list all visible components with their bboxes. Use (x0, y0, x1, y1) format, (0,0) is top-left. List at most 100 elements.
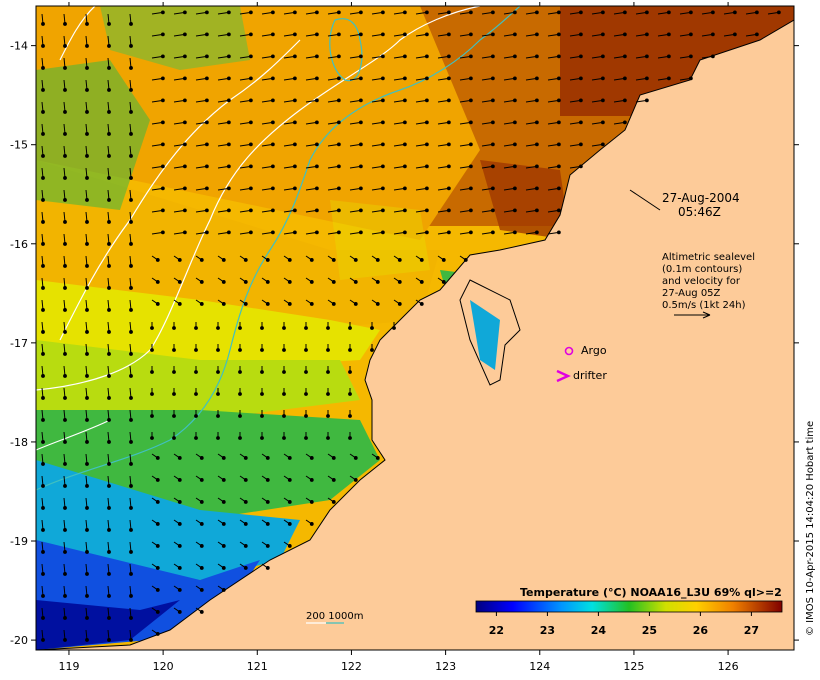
velocity-vector-head (534, 76, 539, 81)
velocity-vector-head (85, 440, 89, 444)
velocity-vector-head (221, 258, 226, 262)
velocity-vector-head (419, 258, 424, 262)
velocity-vector-head (107, 220, 111, 224)
velocity-vector-head (424, 76, 429, 81)
velocity-vector-head (199, 500, 204, 504)
x-axis: 119 120 121 122 123 124 125 126 (58, 2, 739, 673)
velocity-vector-head (199, 610, 204, 614)
velocity-vector-head (358, 120, 363, 125)
velocity-vector-head (644, 10, 649, 15)
velocity-vector-head (358, 186, 363, 191)
velocity-vector-head (600, 32, 605, 37)
scale-vector (674, 311, 711, 319)
velocity-vector-head (397, 258, 402, 262)
velocity-vector-head (260, 326, 264, 330)
velocity-vector-head (107, 154, 111, 158)
velocity-vector-head (160, 186, 165, 191)
velocity-vector-head (600, 76, 605, 81)
velocity-vector-head (468, 186, 473, 191)
velocity-vector-head (402, 186, 407, 191)
velocity-vector-head (309, 500, 314, 504)
velocity-vector-head (41, 440, 45, 444)
velocity-vector-head (182, 76, 187, 81)
velocity-vector-head (358, 208, 363, 213)
velocity-vector-head (41, 110, 45, 114)
velocity-vector-head (490, 32, 495, 37)
velocity-vector-head (424, 32, 429, 37)
velocity-vector-head (292, 164, 297, 169)
argo-label: Argo (581, 344, 607, 357)
velocity-vector-head (63, 418, 67, 422)
velocity-vector-head (270, 164, 275, 169)
velocity-vector-head (41, 66, 45, 70)
velocity-vector-head (353, 280, 358, 284)
velocity-vector-head (177, 500, 182, 504)
velocity-vector-head (41, 220, 45, 224)
velocity-vector-head (63, 22, 67, 26)
velocity-vector-head (85, 594, 89, 598)
velocity-vector-head (490, 76, 495, 81)
velocity-vector-head (160, 76, 165, 81)
velocity-vector-head (265, 544, 270, 548)
velocity-vector-head (265, 302, 270, 306)
velocity-vector-head (107, 594, 111, 598)
velocity-vector-head (238, 370, 242, 374)
velocity-vector-head (85, 374, 89, 378)
velocity-vector-head (63, 44, 67, 48)
velocity-vector-head (129, 572, 133, 576)
velocity-vector-head (238, 436, 242, 440)
velocity-vector-head (85, 462, 89, 466)
velocity-vector-head (243, 566, 248, 570)
velocity-vector-head (402, 76, 407, 81)
velocity-vector-head (199, 456, 204, 460)
velocity-vector-head (216, 326, 220, 330)
velocity-vector-head (150, 436, 154, 440)
velocity-vector-head (314, 230, 319, 235)
colorbar-title: Temperature (°C) NOAA16_L3U 69% ql>=2 (520, 586, 782, 599)
velocity-vector-head (512, 120, 517, 125)
velocity-vector-head (419, 302, 424, 306)
velocity-vector-head (534, 54, 539, 59)
velocity-vector-head (534, 142, 539, 147)
velocity-vector-head (270, 10, 275, 15)
velocity-vector-head (644, 32, 649, 37)
velocity-vector-head (199, 258, 204, 262)
velocity-vector-head (446, 98, 451, 103)
velocity-vector-head (336, 230, 341, 235)
velocity-vector-head (556, 32, 561, 37)
info-line-1: Altimetric sealevel (662, 252, 755, 263)
velocity-vector-head (512, 186, 517, 191)
velocity-vector-head (336, 10, 341, 15)
velocity-vector-head (85, 176, 89, 180)
velocity-vector-head (85, 198, 89, 202)
velocity-vector-head (375, 456, 380, 460)
velocity-vector-head (358, 76, 363, 81)
velocity-vector-head (446, 10, 451, 15)
velocity-vector-head (397, 302, 402, 306)
velocity-vector-head (468, 142, 473, 147)
velocity-vector-head (358, 164, 363, 169)
velocity-vector-head (441, 258, 446, 262)
velocity-vector-head (446, 54, 451, 59)
velocity-vector-head (534, 186, 539, 191)
velocity-vector-head (182, 98, 187, 103)
velocity-vector-head (41, 396, 45, 400)
velocity-vector-head (63, 264, 67, 268)
velocity-vector-head (424, 120, 429, 125)
velocity-vector-head (243, 280, 248, 284)
velocity-vector-head (107, 462, 111, 466)
velocity-vector-head (63, 154, 67, 158)
velocity-vector-head (41, 506, 45, 510)
velocity-vector-head (446, 186, 451, 191)
velocity-vector-head (534, 164, 539, 169)
velocity-vector-head (304, 436, 308, 440)
velocity-vector-head (265, 566, 270, 570)
velocity-vector-head (348, 436, 352, 440)
velocity-vector-head (226, 76, 231, 81)
velocity-vector-head (204, 164, 209, 169)
velocity-vector-head (402, 164, 407, 169)
velocity-vector-head (160, 120, 165, 125)
velocity-vector-head (314, 76, 319, 81)
velocity-vector-head (107, 506, 111, 510)
velocity-vector-head (226, 186, 231, 191)
